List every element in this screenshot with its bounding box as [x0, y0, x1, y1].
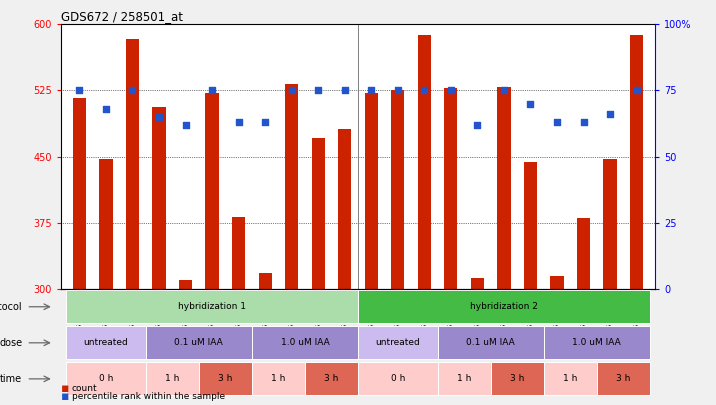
Bar: [153, 107, 165, 289]
Point: [578, 119, 589, 126]
FancyBboxPatch shape: [358, 290, 650, 323]
Text: 1 h: 1 h: [563, 374, 577, 384]
Text: 1.0 uM IAA: 1.0 uM IAA: [572, 338, 621, 347]
FancyBboxPatch shape: [199, 362, 252, 395]
Bar: [630, 35, 643, 289]
Point: [445, 87, 457, 94]
Point: [153, 114, 165, 120]
Bar: [285, 84, 299, 289]
Bar: [444, 88, 458, 289]
FancyBboxPatch shape: [66, 290, 358, 323]
FancyBboxPatch shape: [146, 362, 199, 395]
Text: 3 h: 3 h: [324, 374, 339, 384]
Text: 0 h: 0 h: [391, 374, 405, 384]
Text: ▪: ▪: [61, 390, 69, 403]
Point: [392, 87, 404, 94]
Point: [472, 122, 483, 128]
Bar: [205, 93, 218, 289]
FancyBboxPatch shape: [358, 326, 437, 359]
Bar: [232, 217, 246, 289]
Text: protocol: protocol: [0, 302, 22, 312]
Text: time: time: [0, 374, 22, 384]
Point: [525, 100, 536, 107]
Text: 3 h: 3 h: [510, 374, 524, 384]
Text: 0 h: 0 h: [99, 374, 113, 384]
Text: hybridization 1: hybridization 1: [178, 302, 246, 311]
Point: [100, 106, 112, 112]
Text: untreated: untreated: [375, 338, 420, 347]
Bar: [417, 35, 431, 289]
FancyBboxPatch shape: [543, 326, 650, 359]
Point: [604, 111, 616, 117]
Text: ▪: ▪: [61, 382, 69, 395]
Bar: [470, 278, 484, 289]
Text: 1 h: 1 h: [457, 374, 471, 384]
Point: [366, 87, 377, 94]
Bar: [311, 138, 325, 289]
Text: 1.0 uM IAA: 1.0 uM IAA: [281, 338, 329, 347]
Point: [127, 87, 138, 94]
FancyBboxPatch shape: [543, 362, 596, 395]
Bar: [551, 275, 563, 289]
FancyBboxPatch shape: [596, 362, 650, 395]
Text: 0.1 uM IAA: 0.1 uM IAA: [466, 338, 515, 347]
Bar: [577, 218, 590, 289]
FancyBboxPatch shape: [66, 362, 146, 395]
Point: [339, 87, 350, 94]
Bar: [338, 129, 352, 289]
Point: [631, 87, 642, 94]
Bar: [524, 162, 537, 289]
Point: [259, 119, 271, 126]
Text: percentile rank within the sample: percentile rank within the sample: [72, 392, 225, 401]
Point: [312, 87, 324, 94]
FancyBboxPatch shape: [358, 362, 437, 395]
Bar: [179, 280, 192, 289]
Text: count: count: [72, 384, 97, 393]
FancyBboxPatch shape: [437, 326, 543, 359]
Bar: [391, 90, 405, 289]
Bar: [73, 98, 86, 289]
Bar: [498, 87, 511, 289]
Point: [419, 87, 430, 94]
Text: untreated: untreated: [84, 338, 128, 347]
Text: 3 h: 3 h: [218, 374, 233, 384]
Point: [233, 119, 244, 126]
Text: 3 h: 3 h: [616, 374, 631, 384]
Bar: [258, 273, 272, 289]
Text: dose: dose: [0, 338, 22, 348]
Text: 0.1 uM IAA: 0.1 uM IAA: [175, 338, 223, 347]
Point: [74, 87, 85, 94]
Point: [551, 119, 563, 126]
Text: 1 h: 1 h: [165, 374, 180, 384]
Text: GDS672 / 258501_at: GDS672 / 258501_at: [61, 10, 183, 23]
Point: [286, 87, 297, 94]
FancyBboxPatch shape: [66, 326, 146, 359]
Bar: [604, 159, 616, 289]
FancyBboxPatch shape: [305, 362, 358, 395]
FancyBboxPatch shape: [490, 362, 543, 395]
Bar: [126, 39, 139, 289]
Point: [180, 122, 191, 128]
FancyBboxPatch shape: [146, 326, 252, 359]
FancyBboxPatch shape: [252, 362, 305, 395]
FancyBboxPatch shape: [437, 362, 490, 395]
Text: 1 h: 1 h: [271, 374, 286, 384]
Text: hybridization 2: hybridization 2: [470, 302, 538, 311]
Bar: [100, 159, 112, 289]
Point: [498, 87, 510, 94]
Point: [206, 87, 218, 94]
FancyBboxPatch shape: [252, 326, 358, 359]
Bar: [364, 93, 378, 289]
